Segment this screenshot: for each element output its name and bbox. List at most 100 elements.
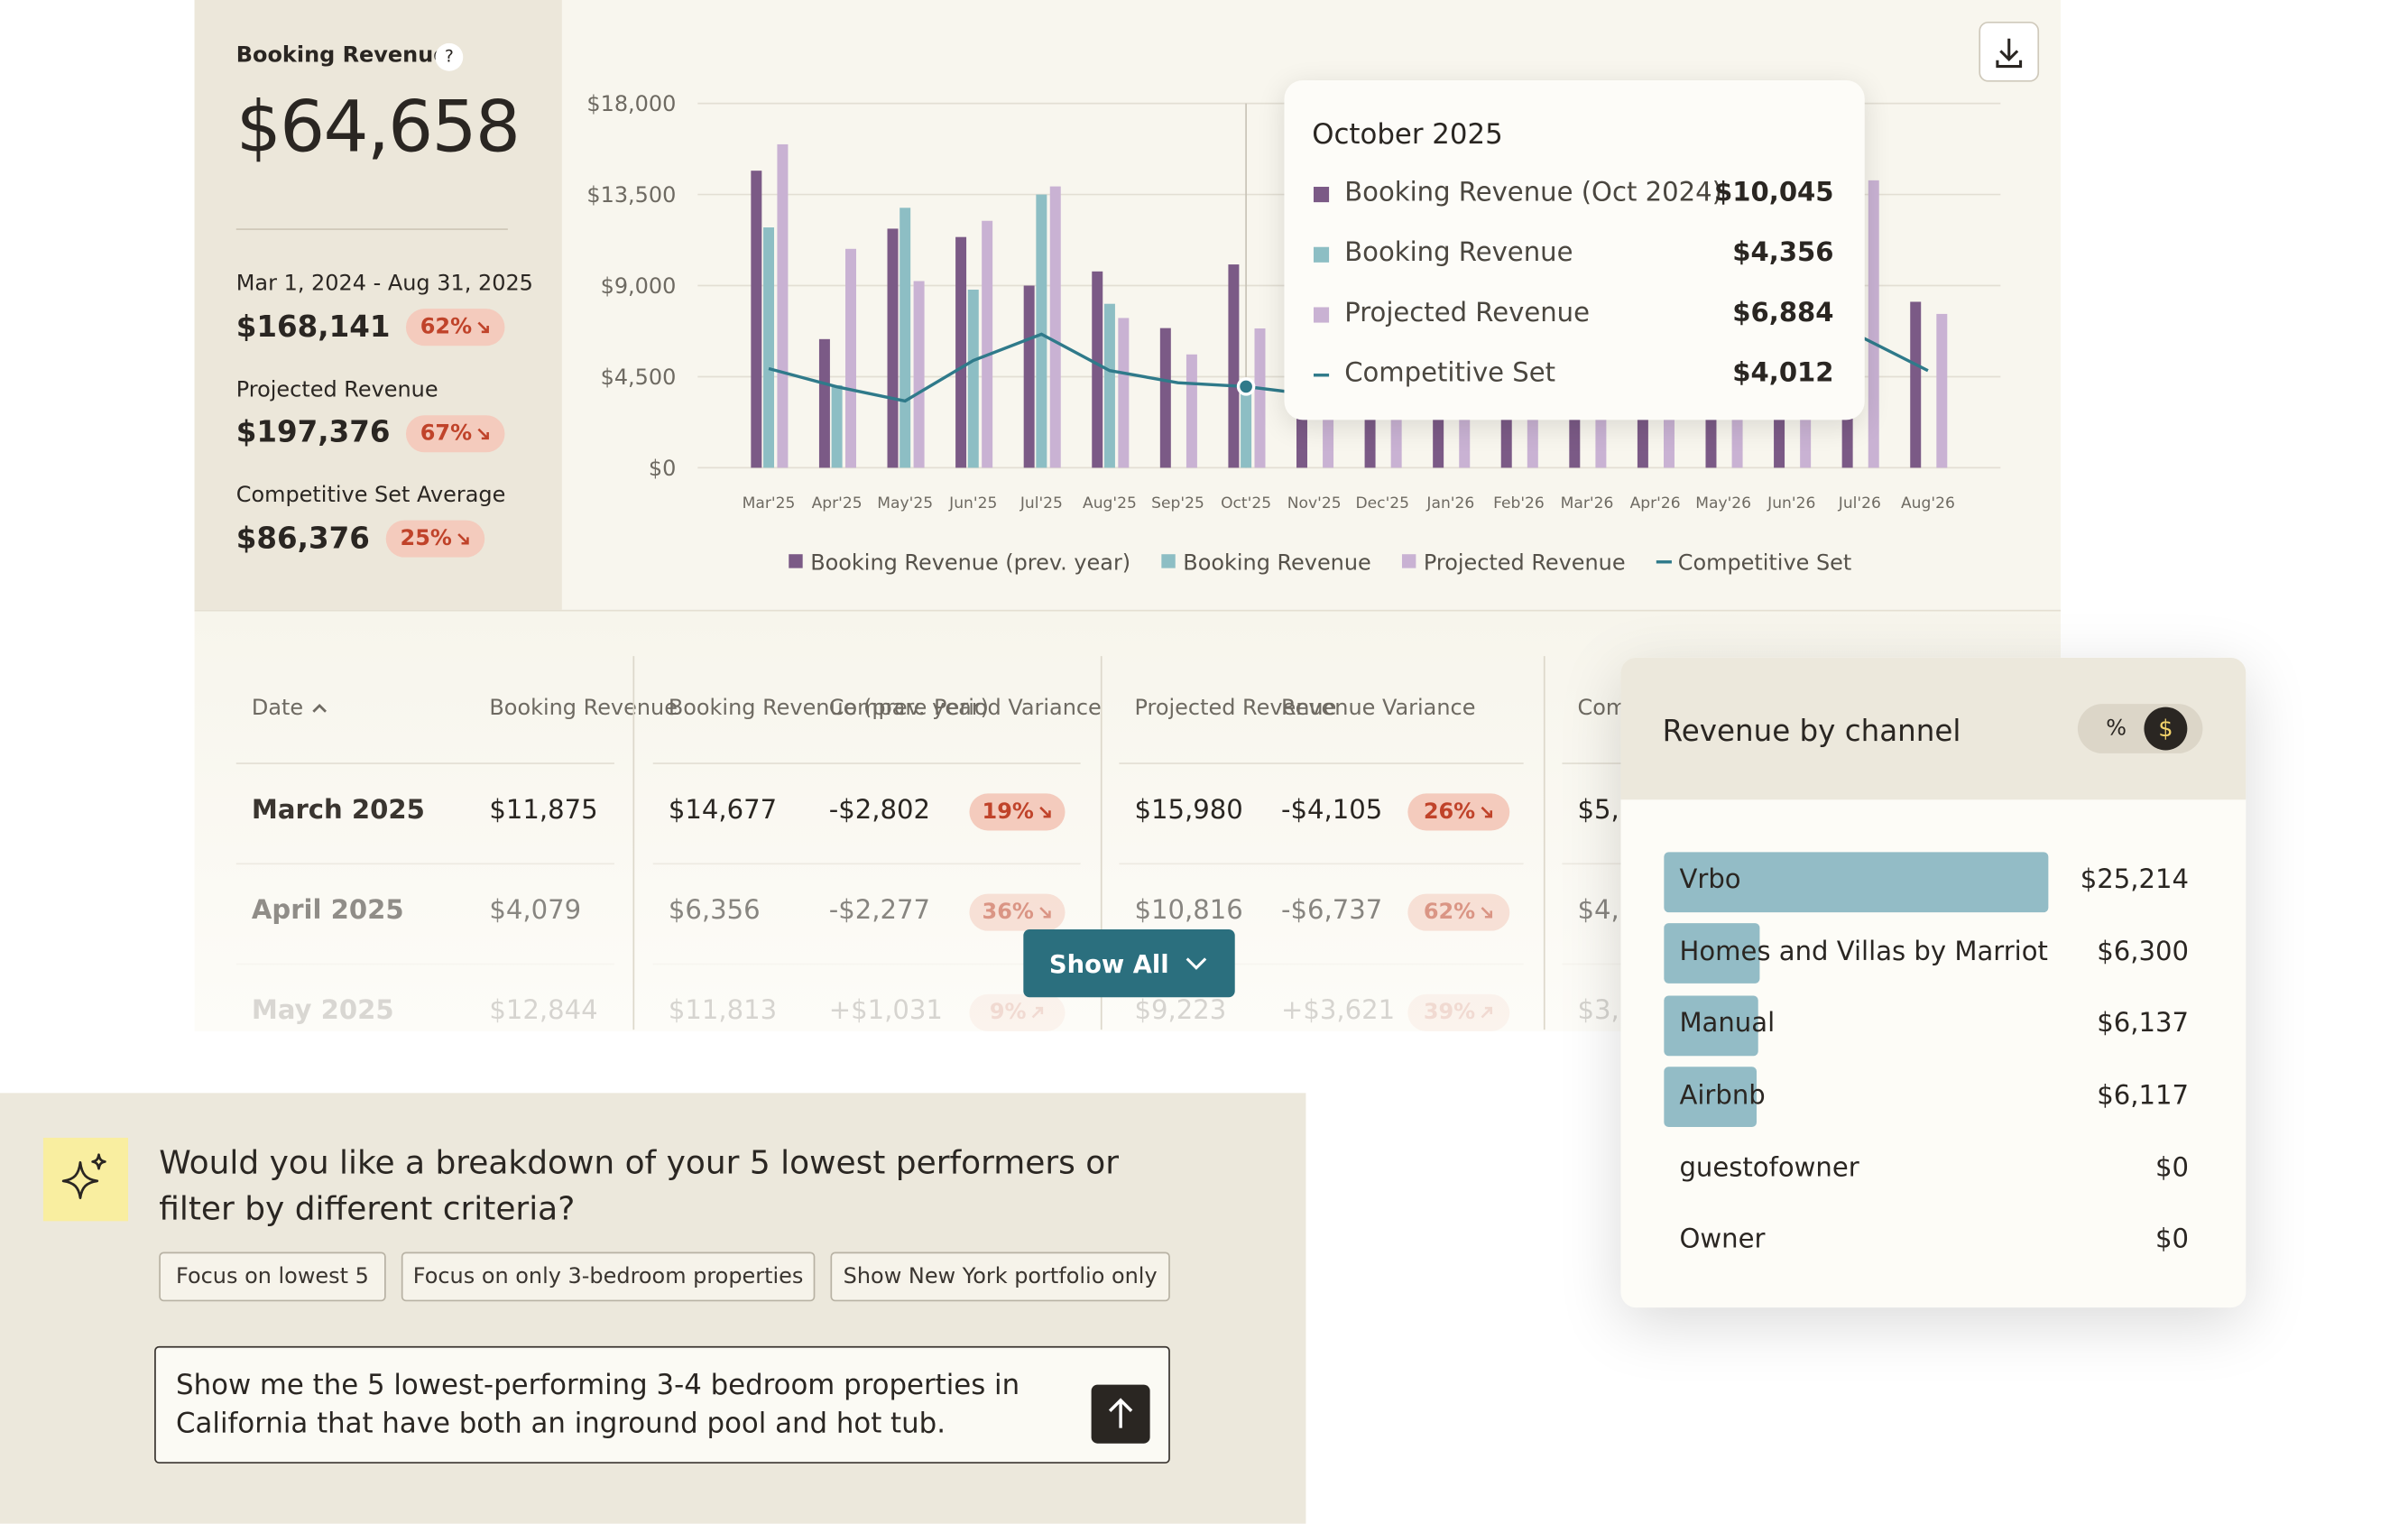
bar <box>1023 285 1035 468</box>
x-tick-label: Aug'26 <box>1901 494 1955 513</box>
y-tick-label: $18,000 <box>586 91 676 116</box>
change-text: 25% <box>400 526 452 551</box>
channel-bar <box>1664 994 1758 1056</box>
download-button[interactable] <box>1979 21 2040 82</box>
y-tick-label: $0 <box>649 456 676 481</box>
x-tick-label: Mar'26 <box>1561 494 1614 513</box>
badge-text: 39% <box>1423 1000 1476 1026</box>
bar <box>751 171 762 468</box>
channel-name: guestofowner <box>1679 1152 1859 1184</box>
channel-name: Airbnb <box>1679 1080 1766 1112</box>
sparkle-icon <box>42 1137 129 1222</box>
x-tick-label: Jul'25 <box>1019 494 1063 513</box>
x-tick-label: Sep'25 <box>1151 494 1204 513</box>
x-tick-label: Mar'25 <box>743 494 796 513</box>
bar <box>1433 386 1444 468</box>
channel-value: $25,214 <box>2080 864 2190 896</box>
tooltip-swatch <box>1313 374 1330 377</box>
column-header: Booking Revenue <box>489 676 678 741</box>
row-date: May 2025 <box>251 995 394 1027</box>
x-tick-label: Jun'26 <box>1767 494 1815 513</box>
legend-label: Booking Revenue (prev. year) <box>810 550 1130 575</box>
row-divider <box>652 762 1081 764</box>
x-tick-label: Oct'25 <box>1221 494 1271 513</box>
toggle[interactable]: % $ <box>2077 704 2203 753</box>
row-date: April 2025 <box>251 895 404 927</box>
badge-text: 62% <box>1423 900 1476 925</box>
summary-panel <box>194 0 562 610</box>
assistant-panel: Would you like a breakdown of your 5 low… <box>0 1093 1306 1524</box>
channel-value: $0 <box>2155 1224 2190 1256</box>
x-tick-label: May'26 <box>1695 494 1751 513</box>
bar <box>900 208 911 468</box>
bar <box>1036 194 1047 468</box>
tooltip-label: Projected Revenue <box>1344 298 1590 329</box>
legend-label: Competitive Set <box>1678 550 1851 575</box>
suggestion-chip[interactable]: Focus on only 3-bedroom properties <box>401 1252 816 1302</box>
x-tick-label: Apr'25 <box>812 494 863 513</box>
channel-name: Vrbo <box>1679 864 1741 896</box>
variance-badge: 39% <box>1407 993 1510 1031</box>
send-button[interactable] <box>1091 1384 1150 1444</box>
table-cell: $10,816 <box>1134 895 1243 927</box>
bar <box>1186 354 1197 468</box>
x-tick-label: May'25 <box>877 494 933 513</box>
metric-value: $168,141 <box>235 309 391 344</box>
x-tick-label: Feb'26 <box>1493 494 1545 513</box>
tooltip-swatch <box>1313 307 1330 323</box>
bar <box>818 338 830 468</box>
metric-change: 25% <box>385 520 485 558</box>
x-tick-label: Apr'26 <box>1630 494 1681 513</box>
legend-label: Projected Revenue <box>1424 550 1626 575</box>
tooltip-label: Booking Revenue <box>1344 237 1573 269</box>
toggle-percent[interactable]: % <box>2106 716 2127 742</box>
help-icon[interactable]: ? <box>435 42 464 71</box>
bar <box>887 228 899 468</box>
legend-label: Booking Revenue <box>1183 550 1370 575</box>
metric-label: Competitive Set Average <box>235 483 506 509</box>
assistant-question: Would you like a breakdown of your 5 low… <box>159 1143 1120 1228</box>
y-tick-label: $9,000 <box>601 273 677 299</box>
table-cell: -$2,802 <box>828 795 931 827</box>
change-text: 67% <box>420 420 473 446</box>
badge-text: 36% <box>982 900 1034 925</box>
row-divider <box>652 863 1081 865</box>
chat-input[interactable]: Show me the 5 lowest-performing 3-4 bedr… <box>154 1345 1170 1464</box>
y-tick-label: $4,500 <box>601 365 677 390</box>
change-text: 62% <box>420 315 473 340</box>
bar <box>1118 318 1130 468</box>
summary-total: $64,658 <box>235 84 521 169</box>
card-title: Revenue by channel <box>1662 714 1961 749</box>
table-cell: +$3,621 <box>1281 995 1396 1027</box>
show-all-button[interactable]: Show All <box>1023 928 1235 998</box>
row-date: March 2025 <box>251 795 425 827</box>
download-icon <box>1996 38 2023 69</box>
row-divider <box>1119 762 1524 764</box>
table-cell: -$6,737 <box>1281 895 1383 927</box>
header-text: Booking Revenue <box>489 696 678 721</box>
column-header: Booking Revenue (prev. year) <box>669 660 989 756</box>
bar <box>831 384 843 468</box>
channel-value: $0 <box>2155 1152 2190 1184</box>
bar <box>763 227 775 468</box>
tooltip-label: Competitive Set <box>1344 358 1556 390</box>
header-text: Booking Revenue (prev. year) <box>668 696 989 721</box>
channel-value: $6,300 <box>2097 936 2190 968</box>
row-divider <box>1562 762 1656 764</box>
bar <box>982 220 993 468</box>
table-cell: -$2,277 <box>828 895 931 927</box>
row-divider <box>652 963 1081 965</box>
tooltip-swatch <box>1313 187 1330 203</box>
row-divider <box>1562 963 1656 965</box>
x-tick-label: Jun'25 <box>948 494 997 513</box>
toggle-dollar[interactable]: $ <box>2144 707 2188 751</box>
y-tick-label: $13,500 <box>586 182 676 208</box>
channel-bar <box>1664 923 1760 984</box>
table-cell: $6,356 <box>668 895 761 927</box>
suggestion-chip[interactable]: Show New York portfolio only <box>830 1252 1170 1302</box>
suggestion-chip[interactable]: Focus on lowest 5 <box>159 1252 386 1302</box>
bar <box>777 143 789 468</box>
table-cell: -$4,105 <box>1281 795 1383 827</box>
bar <box>1527 383 1538 468</box>
